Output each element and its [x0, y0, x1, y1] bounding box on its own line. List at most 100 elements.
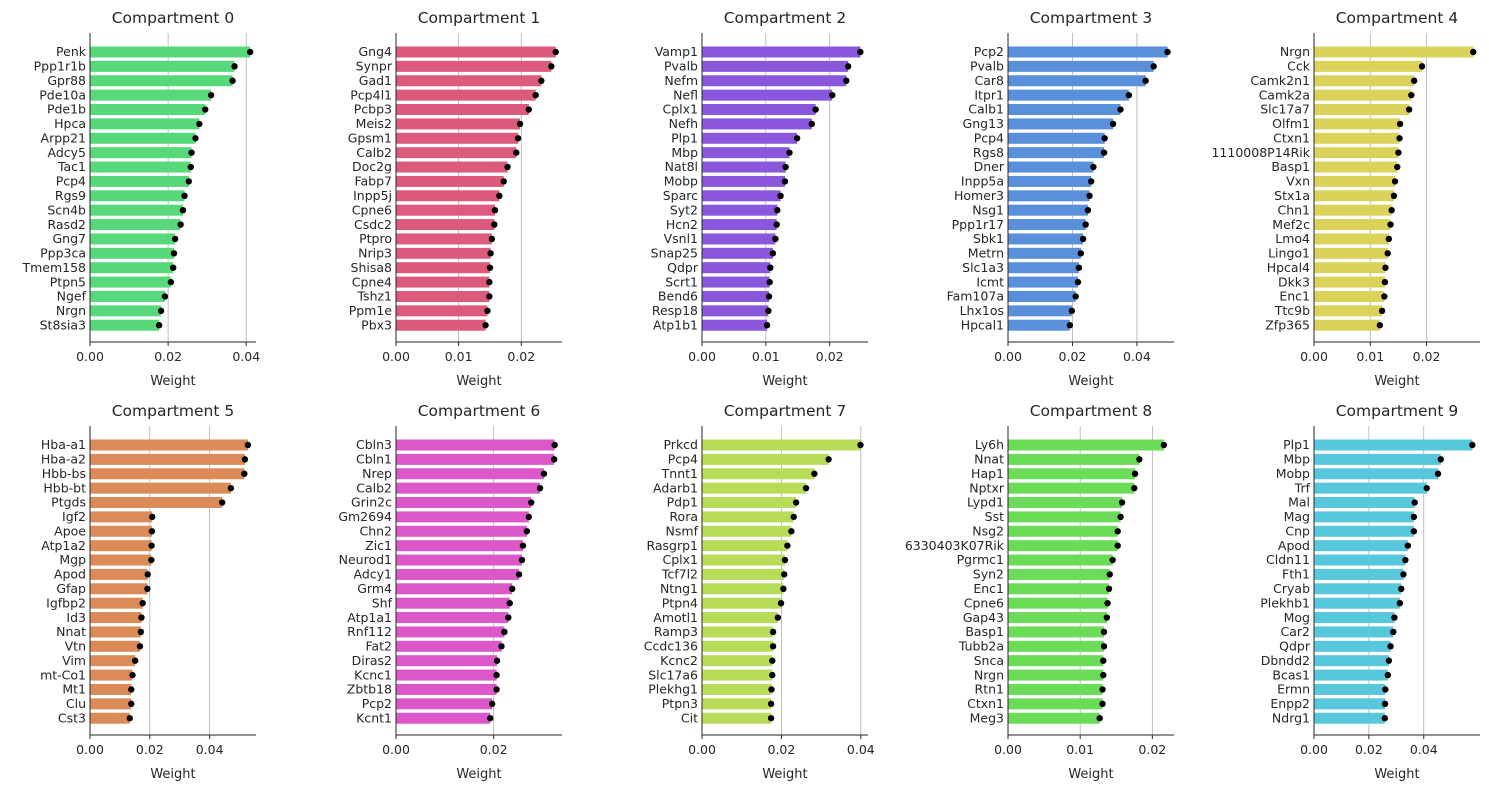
ytick-label: Ptpn3	[662, 696, 698, 711]
ytick-label: Inpp5a	[961, 174, 1004, 189]
marker-pbx3	[482, 322, 489, 329]
marker-sst	[1117, 513, 1124, 521]
bar-doc2g	[396, 161, 508, 173]
xtick-label: 0.00	[994, 742, 1022, 757]
ytick-label: Shisa8	[351, 260, 393, 275]
marker-synpr	[548, 63, 555, 70]
bar-bcas1	[1314, 669, 1388, 681]
ytick-label: Csdc2	[354, 217, 392, 232]
marker-olfm1	[1396, 120, 1404, 128]
ytick-label: Mobp	[1276, 466, 1310, 481]
ytick-label: Diras2	[352, 653, 392, 668]
ytick-label: Vtn	[65, 639, 86, 654]
marker-scn4b	[179, 206, 187, 214]
ytick-label: Pcp2	[362, 696, 392, 711]
marker-mobp	[781, 178, 789, 185]
bar-qdpr	[1314, 640, 1391, 652]
xtick-label: 0.01	[1066, 742, 1094, 757]
marker-grin2c	[528, 499, 535, 506]
ytick-label: Amotl1	[653, 610, 698, 625]
marker-snap25	[769, 250, 777, 257]
bar-meis2	[396, 118, 521, 130]
marker-cldn11	[1402, 556, 1409, 564]
xtick-label: 0.02	[816, 349, 844, 364]
bar-pcbp3	[396, 104, 529, 116]
marker-nrep	[540, 470, 548, 477]
bar-nrip3	[396, 247, 491, 259]
ytick-label: Mbp	[671, 145, 698, 160]
ytick-label: Meis2	[356, 116, 392, 131]
bar-rasgrp1	[702, 540, 788, 552]
bar-hpcal4	[1314, 262, 1386, 274]
ytick-label: Hbb-bs	[42, 466, 86, 481]
bar-calb1	[1008, 104, 1121, 116]
ytick-label: Tmem158	[21, 260, 86, 275]
marker-nefh	[808, 120, 816, 128]
marker-lypd1	[1118, 499, 1126, 506]
ytick-label: Sst	[985, 509, 1004, 524]
bar-icmt	[1008, 276, 1078, 288]
bar-fth1	[1314, 568, 1404, 580]
ytick-label: Nsmf	[666, 523, 699, 538]
ytick-label: Nat8l	[665, 159, 698, 174]
bar-gm2694	[396, 511, 529, 523]
marker-mal	[1411, 499, 1418, 506]
ytick-label: Pde10a	[39, 87, 86, 102]
ytick-label: Prkcd	[663, 437, 698, 452]
bar-tmem158	[90, 262, 174, 274]
bar-pcp4	[90, 175, 189, 187]
marker-ptpn3	[767, 700, 775, 708]
bar-calb2	[396, 147, 517, 159]
ytick-label: Penk	[56, 44, 87, 59]
ytick-label: Mobp	[664, 174, 698, 189]
xtick-label: 0.02	[1355, 742, 1383, 757]
marker-pdp1	[792, 499, 800, 506]
bar-gpr88	[90, 75, 233, 87]
bar-cpne6	[396, 204, 495, 216]
marker-dbndd2	[1385, 657, 1393, 664]
bar-cldn11	[1314, 554, 1406, 566]
bar-ppp3ca	[90, 247, 174, 259]
bar-inpp5j	[396, 190, 500, 202]
marker-kcnt1	[487, 715, 494, 722]
marker-slc17a7	[1405, 106, 1413, 113]
ytick-label: Hpcal1	[961, 317, 1004, 332]
subplot-6: Cbln3Cbln1NrepCalb2Grin2cGm2694Chn2Zic1N…	[338, 402, 562, 782]
ytick-label: Icmt	[976, 274, 1004, 289]
bar-mbp	[1314, 453, 1441, 465]
xtick-label: 0.00	[76, 742, 104, 757]
bar-gad1	[396, 75, 542, 87]
marker-gfap	[144, 585, 151, 592]
bar-atp1a2	[90, 540, 152, 552]
xtick-label: 0.02	[768, 742, 796, 757]
ytick-label: Pcp4l1	[350, 87, 392, 102]
ytick-label: 1110008P14Rik	[1211, 145, 1310, 160]
marker-pcp4	[185, 178, 193, 185]
bar-hcn2	[702, 219, 777, 231]
marker-lhx1os	[1068, 307, 1076, 315]
marker-mgp	[148, 556, 155, 564]
bar-cryab	[1314, 583, 1402, 595]
marker-cryab	[1398, 585, 1405, 592]
bar-tubb2a	[1008, 640, 1104, 652]
ytick-label: Nnat	[974, 452, 1004, 467]
bar-apod	[90, 568, 148, 580]
xtick-label: 0.00	[1300, 349, 1328, 364]
bar-mobp	[702, 175, 785, 187]
ytick-label: Basp1	[1271, 159, 1310, 174]
ytick-label: Ppp3ca	[40, 246, 86, 261]
marker-mef2c	[1387, 221, 1394, 228]
marker-pvalb	[845, 63, 852, 70]
bar-gng4	[396, 46, 556, 58]
marker-nrgn	[1100, 671, 1107, 679]
ytick-label: Shf	[372, 595, 393, 610]
bar-pcp2	[1008, 46, 1168, 58]
marker-cck	[1418, 63, 1426, 70]
bar-mag	[1314, 511, 1414, 523]
marker-cpne4	[486, 278, 493, 286]
ytick-label: Resp18	[652, 303, 698, 318]
subplot-title: Compartment 0	[112, 9, 235, 27]
bar-dner	[1008, 161, 1094, 173]
subplot-title: Compartment 2	[724, 9, 847, 27]
bar-pde1b	[90, 104, 206, 116]
